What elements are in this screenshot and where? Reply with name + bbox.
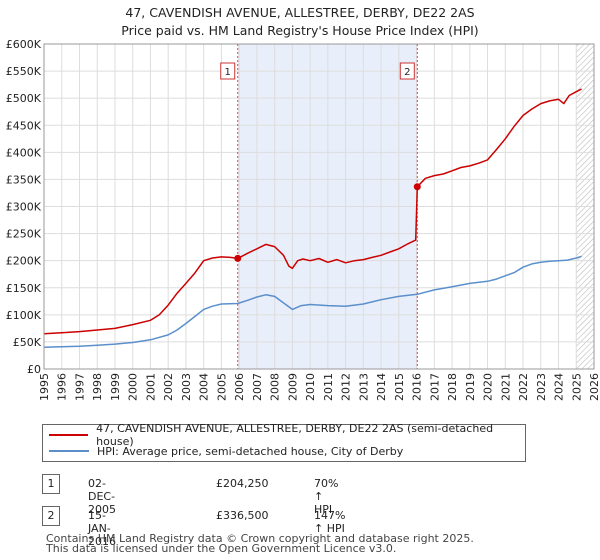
x-tick-label: 2002: [162, 373, 175, 401]
y-tick-label: £250K: [6, 228, 42, 241]
price-chart: 1 2 £0 £50K £100K £150K £200K £250K £300K £350K £4…: [6, 38, 600, 401]
x-tick-label: 2023: [535, 373, 548, 401]
sale-number-badge: 2: [42, 506, 60, 526]
chart-subtitle: Price paid vs. HM Land Registry's House …: [121, 23, 479, 38]
y-tick-label: £600K: [6, 38, 42, 51]
legend-item-property: 47, CAVENDISH AVENUE, ALLESTREE, DERBY, …: [49, 422, 525, 448]
y-tick-label: £150K: [6, 282, 42, 295]
sale-badge-label-2: 2: [404, 67, 410, 78]
x-tick-label: 1997: [73, 373, 86, 401]
sale-price: £336,500: [216, 509, 269, 522]
legend-label-property: 47, CAVENDISH AVENUE, ALLESTREE, DERBY, …: [96, 422, 494, 448]
sale-badge-2: [399, 62, 415, 80]
sale-price: £204,250: [216, 477, 269, 490]
x-tick-label: 2025: [570, 373, 583, 401]
y-tick-label: £350K: [6, 173, 42, 186]
series-line-property: [43, 88, 582, 335]
legend-swatch-property: [49, 434, 89, 436]
sale-badge-label-1: 1: [225, 67, 231, 78]
x-tick-label: 2012: [340, 373, 353, 401]
x-tick-label: 2013: [357, 373, 370, 401]
x-tick-label: 2000: [127, 373, 140, 401]
plot-frame: [43, 43, 595, 370]
legend-swatch-hpi: [49, 450, 89, 452]
x-tick-label: 1999: [109, 373, 122, 401]
legend: 47, CAVENDISH AVENUE, ALLESTREE, DERBY, …: [42, 422, 526, 462]
y-tick-label: £400K: [6, 146, 42, 159]
x-tick-label: 2008: [269, 373, 282, 401]
series-line-hpi: [43, 255, 582, 349]
x-tick-label: 1995: [38, 373, 51, 401]
sale-point-2: [413, 183, 421, 191]
x-tick-label: 2005: [215, 373, 228, 401]
y-tick-label: £500K: [6, 92, 42, 105]
sale-point-1: [234, 254, 242, 262]
x-tick-label: 2022: [517, 373, 530, 401]
x-tick-label: 2014: [375, 373, 388, 401]
x-tick-label: 2006: [233, 373, 246, 401]
sale-date: 02-DEC-2005: [88, 477, 116, 516]
x-tick-label: 2016: [411, 373, 424, 401]
sale-number-badge: 1: [42, 474, 60, 494]
x-tick-label: 2009: [286, 373, 299, 401]
y-tick-label: £100K: [6, 309, 42, 322]
footer-copyright: Contains HM Land Registry data © Crown c…: [46, 532, 474, 545]
y-tick-label: £550K: [6, 65, 42, 78]
x-tick-label: 2017: [428, 373, 441, 401]
x-tick-label: 2004: [198, 373, 211, 401]
y-tick-label: £300K: [6, 201, 42, 214]
y-tick-label: £200K: [6, 255, 42, 268]
x-tick-label: 2010: [304, 373, 317, 401]
y-tick-label: £450K: [6, 119, 42, 132]
footer-licence: This data is licensed under the Open Gov…: [46, 542, 397, 555]
sale-date: 15-JAN-2016: [88, 509, 116, 548]
x-tick-label: 2021: [499, 373, 512, 401]
y-tick-label: £50K: [13, 336, 42, 349]
x-tick-label: 2026: [588, 373, 600, 401]
x-tick-label: 1996: [56, 373, 69, 401]
x-tick-label: 2019: [464, 373, 477, 401]
sale-hpi-change: 147% ↑ HPI: [314, 509, 346, 535]
legend-label-hpi: HPI: Average price, semi-detached house,…: [97, 444, 404, 458]
x-tick-label: 2020: [482, 373, 495, 401]
x-tick-label: 2003: [180, 373, 193, 401]
x-tick-label: 2001: [144, 373, 157, 401]
x-tick-label: 2018: [446, 373, 459, 401]
x-tick-label: 1998: [91, 373, 104, 401]
x-tick-label: 2007: [251, 373, 264, 401]
y-tick-label: £0: [27, 363, 41, 376]
legend-item-hpi: HPI: Average price, semi-detached house,…: [49, 443, 403, 459]
chart-title: 47, CAVENDISH AVENUE, ALLESTREE, DERBY, …: [125, 5, 475, 20]
x-tick-label: 2015: [393, 373, 406, 401]
x-tick-label: 2011: [322, 373, 335, 401]
sale-hpi-change: 70% ↑ HPI: [314, 477, 339, 516]
x-tick-label: 2024: [553, 373, 566, 401]
sale-badge-1: [220, 62, 236, 80]
